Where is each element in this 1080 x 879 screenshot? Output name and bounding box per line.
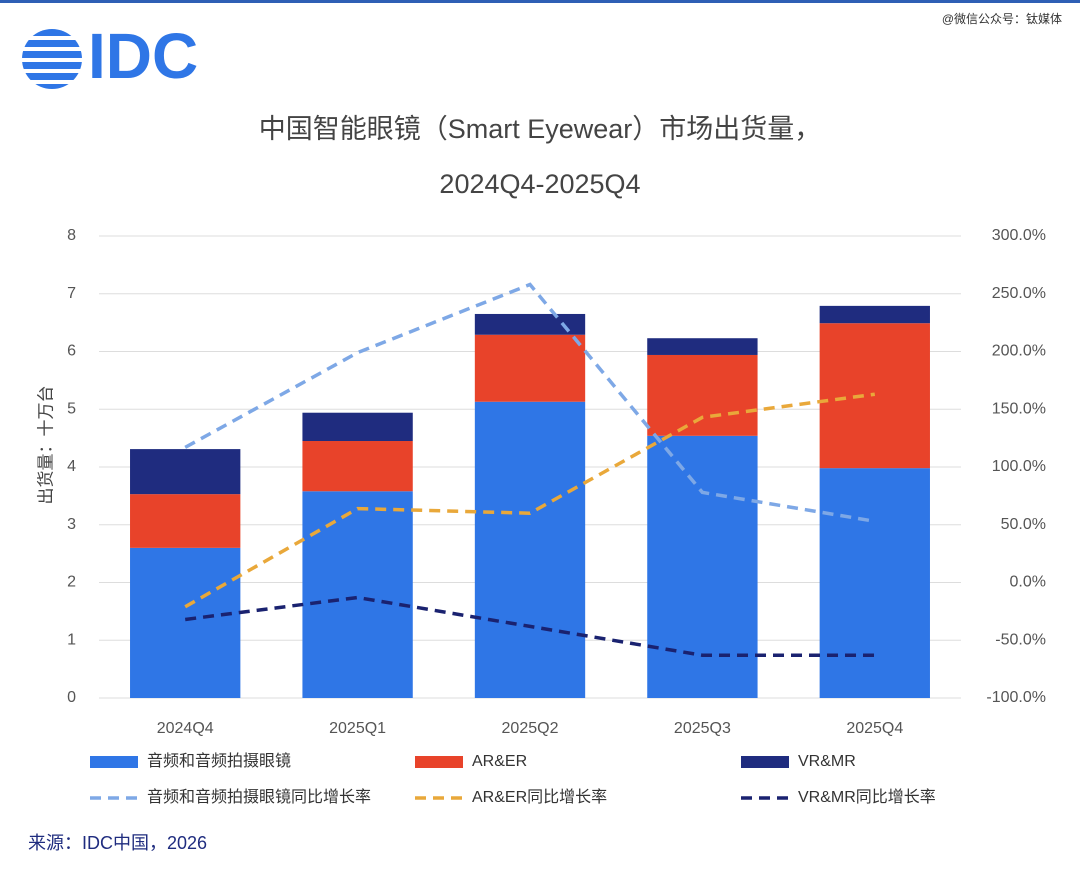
bar bbox=[647, 435, 758, 698]
y2-tick-label: -100.0% bbox=[986, 689, 1046, 706]
y2-tick-label: 150.0% bbox=[992, 400, 1046, 417]
legend-label: 音频和音频拍摄眼镜 bbox=[147, 751, 291, 770]
bar bbox=[130, 449, 241, 495]
logo-globe bbox=[22, 29, 82, 89]
bar bbox=[647, 338, 758, 355]
line bbox=[184, 595, 875, 658]
y2-tick-label: 0.0% bbox=[1010, 574, 1046, 591]
y-tick-label: 1 bbox=[67, 631, 76, 648]
y-tick-label: 6 bbox=[67, 343, 76, 360]
bar bbox=[130, 494, 241, 548]
chart-title: 中国智能眼镜（Smart Eyewear）市场出货量， bbox=[259, 114, 822, 144]
bar bbox=[819, 305, 930, 324]
legend-swatch bbox=[90, 756, 138, 768]
bar bbox=[302, 491, 413, 698]
y-tick-label: 7 bbox=[67, 285, 76, 302]
x-tick-label: 2024Q4 bbox=[157, 720, 214, 737]
bar bbox=[302, 441, 413, 492]
x-tick-label: 2025Q4 bbox=[846, 720, 903, 737]
y2-tick-label: 250.0% bbox=[992, 285, 1046, 302]
top-border bbox=[0, 0, 1080, 3]
x-tick-label: 2025Q2 bbox=[502, 720, 559, 737]
y2-tick-label: 300.0% bbox=[992, 227, 1046, 244]
y2-tick-label: -50.0% bbox=[995, 631, 1046, 648]
y2-tick-label: 50.0% bbox=[1001, 516, 1046, 533]
x-tick-label: 2025Q1 bbox=[329, 720, 386, 737]
bar bbox=[474, 334, 586, 402]
line bbox=[184, 282, 876, 524]
bar bbox=[474, 401, 586, 698]
line bbox=[184, 392, 876, 609]
y-axis-label: 出货量：十万台 bbox=[36, 386, 55, 505]
y2-tick-label: 200.0% bbox=[992, 343, 1046, 360]
chart-subtitle: 2024Q4-2025Q4 bbox=[439, 169, 640, 199]
y-tick-label: 2 bbox=[67, 574, 76, 591]
y-tick-label: 5 bbox=[67, 400, 76, 417]
watermark: @微信公众号：钛媒体 bbox=[942, 11, 1062, 26]
y-tick-label: 4 bbox=[67, 458, 76, 475]
bar bbox=[302, 412, 413, 442]
source: 来源：IDC中国，2026 bbox=[28, 833, 207, 853]
legend-label: AR&ER同比增长率 bbox=[472, 788, 607, 806]
x-tick-label: 2025Q3 bbox=[674, 720, 731, 737]
logo-text: IDC bbox=[88, 20, 198, 92]
y2-tick-label: 100.0% bbox=[992, 458, 1046, 475]
bar bbox=[474, 313, 586, 335]
y-tick-label: 3 bbox=[67, 516, 76, 533]
bar bbox=[130, 547, 241, 698]
bar bbox=[647, 354, 758, 436]
legend-swatch bbox=[741, 756, 789, 768]
y-tick-label: 0 bbox=[67, 689, 76, 706]
legend-label: VR&MR同比增长率 bbox=[798, 788, 936, 806]
legend-label: AR&ER bbox=[472, 753, 527, 770]
legend-label: VR&MR bbox=[798, 753, 856, 770]
legend-swatch bbox=[415, 756, 463, 768]
y-tick-label: 8 bbox=[67, 227, 76, 244]
legend-label: 音频和音频拍摄眼镜同比增长率 bbox=[147, 787, 371, 806]
bar bbox=[819, 468, 930, 698]
